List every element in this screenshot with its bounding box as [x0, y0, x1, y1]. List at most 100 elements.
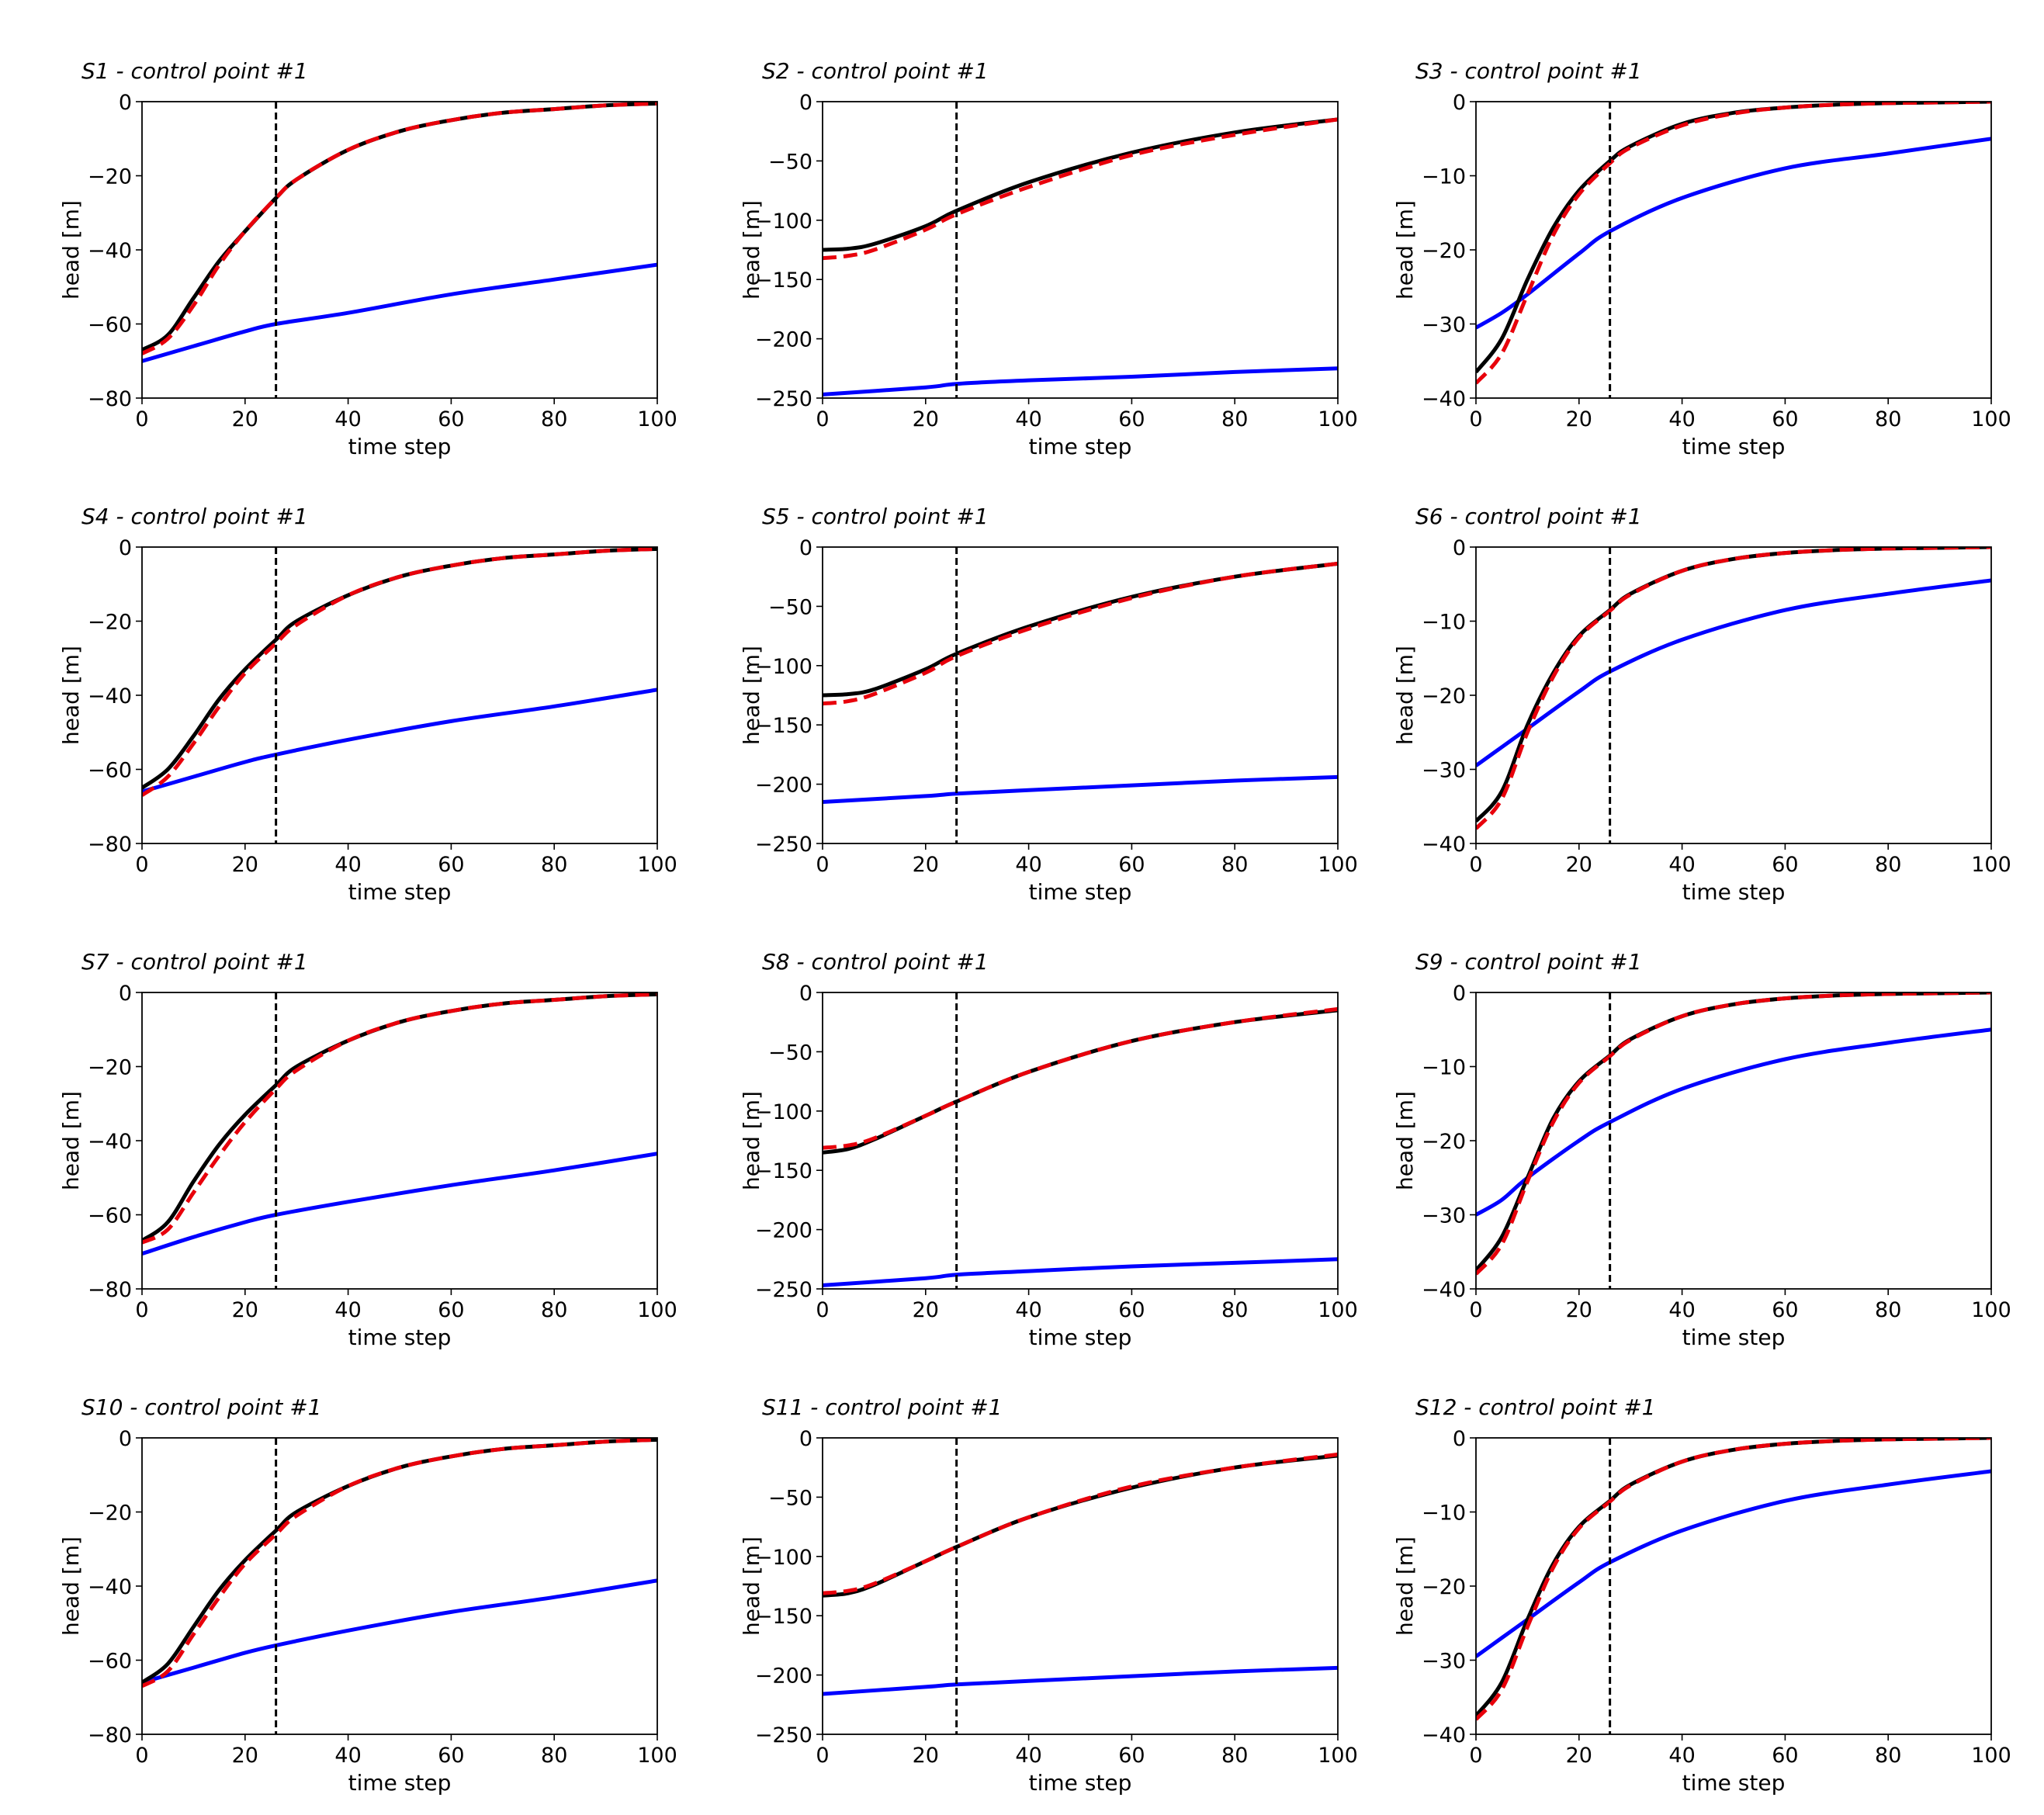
x-tick-label: 20: [1566, 853, 1592, 877]
subplot-1: S1 - control point #1 0 20 40 60 80 100 0 −20 −40…: [58, 58, 677, 459]
x-axis-label: time step: [1029, 1325, 1132, 1350]
y-tick-label: −40: [1422, 1278, 1466, 1302]
x-tick-label: 20: [232, 853, 258, 877]
x-tick-label: 40: [1015, 407, 1041, 431]
x-tick-label: 20: [1566, 407, 1592, 431]
x-tick-label: 80: [1221, 407, 1248, 431]
subplot-title: S9 - control point #1: [1415, 949, 1642, 975]
y-tick-label: −60: [88, 759, 132, 783]
subplot-title: S10 - control point #1: [81, 1394, 321, 1420]
x-tick-label: 20: [913, 1298, 939, 1322]
y-tick-label: −20: [88, 165, 132, 189]
series-line-blue: [142, 1152, 657, 1256]
x-axis-label: time step: [348, 1325, 452, 1350]
series-line-blue: [142, 688, 657, 794]
series-line-red-dashed: [1476, 1438, 1991, 1721]
series-line-red-dashed: [823, 1006, 1338, 1150]
y-tick-label: −10: [1422, 1056, 1466, 1080]
y-tick-label: −150: [755, 1159, 812, 1183]
subplot-title: S5 - control point #1: [762, 504, 989, 529]
series-line-black: [142, 547, 657, 790]
subplot-10: S10 - control point #1 0 20 40 60 80 100 0 −20 −4…: [58, 1394, 677, 1796]
y-tick-label: −200: [755, 328, 812, 352]
x-tick-label: 100: [1971, 1298, 2011, 1322]
y-tick-label: −200: [755, 1219, 812, 1243]
series-line-red-dashed: [142, 547, 657, 797]
plot-frame: [1475, 992, 1992, 1290]
x-tick-label: 100: [1318, 407, 1358, 431]
y-tick-label: −150: [755, 1605, 812, 1629]
y-axis-label: head [m]: [58, 1091, 84, 1190]
y-tick-label: −10: [1422, 1502, 1466, 1526]
subplot-title: S12 - control point #1: [1415, 1394, 1655, 1420]
series-line-black: [1476, 547, 1991, 823]
y-tick-label: −100: [755, 210, 812, 234]
x-tick-label: 100: [1971, 407, 2011, 431]
series-line-black: [142, 102, 657, 352]
x-tick-label: 0: [816, 1744, 829, 1768]
x-tick-label: 0: [1469, 1298, 1482, 1322]
x-tick-label: 40: [334, 853, 361, 877]
y-axis-label: head [m]: [1392, 1536, 1418, 1636]
x-tick-label: 20: [232, 1744, 258, 1768]
series-line-blue: [142, 262, 657, 363]
y-tick-label: −150: [755, 268, 812, 293]
y-tick-label: 0: [119, 536, 132, 560]
x-tick-label: 60: [438, 1298, 464, 1322]
y-tick-label: 0: [1453, 982, 1466, 1006]
x-tick-label: 80: [1875, 853, 1901, 877]
subplot-6: S6 - control point #1 0 20 40 60 80 100 0 −10 −20…: [1392, 504, 2011, 905]
y-axis-label: head [m]: [739, 1536, 764, 1636]
x-tick-label: 80: [541, 407, 567, 431]
series-line-blue: [823, 366, 1338, 397]
y-axis-label: head [m]: [1392, 646, 1418, 745]
x-tick-label: 0: [1469, 407, 1482, 431]
x-tick-label: 100: [637, 407, 677, 431]
series-line-black: [823, 1008, 1338, 1155]
series-line-blue: [1476, 1469, 1991, 1658]
y-tick-label: −250: [755, 833, 812, 857]
y-tick-label: −200: [755, 774, 812, 798]
subplot-title: S6 - control point #1: [1415, 504, 1642, 529]
y-tick-label: −250: [755, 1278, 812, 1302]
y-tick-label: −40: [1422, 387, 1466, 411]
y-axis-label: head [m]: [58, 200, 84, 300]
y-axis-label: head [m]: [58, 646, 84, 745]
x-tick-label: 100: [1971, 1744, 2011, 1768]
y-tick-label: −80: [88, 1278, 132, 1302]
y-tick-label: −40: [1422, 1723, 1466, 1747]
x-tick-label: 100: [637, 853, 677, 877]
y-tick-label: 0: [1453, 1427, 1466, 1451]
y-axis-label: head [m]: [739, 1091, 764, 1190]
y-axis-label: head [m]: [58, 1536, 84, 1636]
series-line-black: [142, 992, 657, 1242]
series-line-black: [823, 117, 1338, 252]
subplot-7: S7 - control point #1 0 20 40 60 80 100 0 −20 −40…: [58, 949, 677, 1350]
x-tick-label: 80: [541, 1744, 567, 1768]
x-tick-label: 40: [1015, 1298, 1041, 1322]
x-tick-label: 40: [1668, 1744, 1695, 1768]
x-tick-label: 80: [541, 1298, 567, 1322]
y-tick-label: −10: [1422, 611, 1466, 635]
y-tick-label: −250: [755, 1723, 812, 1747]
x-tick-label: 60: [1772, 1744, 1798, 1768]
y-tick-label: 0: [799, 536, 812, 560]
y-tick-label: −20: [88, 1056, 132, 1080]
subplot-title: S8 - control point #1: [762, 949, 989, 975]
y-tick-label: −40: [88, 239, 132, 263]
x-tick-label: 20: [1566, 1298, 1592, 1322]
y-tick-label: −30: [1422, 313, 1466, 338]
plot-frame: [141, 546, 658, 844]
plot-frame: [1475, 1437, 1992, 1735]
x-tick-label: 80: [1875, 407, 1901, 431]
x-axis-label: time step: [1682, 1325, 1786, 1350]
x-tick-label: 80: [1875, 1298, 1901, 1322]
series-line-red-dashed: [1476, 992, 1991, 1276]
x-axis-label: time step: [1029, 879, 1132, 905]
y-tick-label: 0: [119, 1427, 132, 1451]
y-tick-label: −40: [88, 1575, 132, 1599]
series-line-black: [1476, 992, 1991, 1272]
y-tick-label: −40: [1422, 833, 1466, 857]
series-line-red-dashed: [142, 102, 657, 355]
y-tick-label: −80: [88, 387, 132, 411]
